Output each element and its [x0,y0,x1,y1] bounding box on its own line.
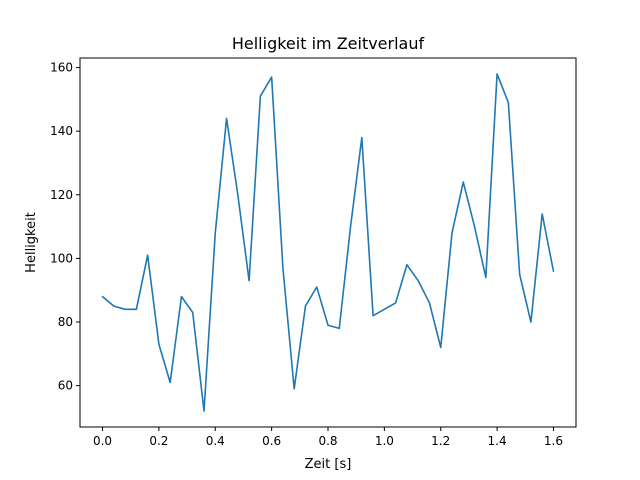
x-tick-label: 0.0 [93,434,112,448]
plot-frame [79,57,577,428]
x-tick-label: 0.8 [318,434,337,448]
x-axis-label: Zeit [s] [305,457,352,472]
x-tick-label: 0.4 [206,434,225,448]
x-tick-label: 1.2 [431,434,450,448]
y-tick-label: 160 [50,61,73,75]
y-axis-label: Helligkeit [24,212,39,273]
x-tick-label: 0.6 [262,434,281,448]
y-axis: 60 80 100 120 140 160 [50,61,80,393]
x-tick-label: 0.2 [149,434,168,448]
chart-title: Helligkeit im Zeitverlauf [232,34,425,53]
y-tick-label: 100 [50,251,73,265]
series-line [101,73,555,412]
x-tick-label: 1.0 [375,434,394,448]
x-axis: 0.0 0.2 0.4 0.6 0.8 1.0 1.2 1.4 1.6 [93,427,563,448]
x-tick-label: 1.6 [544,434,563,448]
x-tick-label: 1.4 [488,434,507,448]
y-tick-label: 120 [50,188,73,202]
y-tick-label: 60 [58,379,73,393]
y-tick-label: 80 [58,315,73,329]
y-tick-label: 140 [50,124,73,138]
